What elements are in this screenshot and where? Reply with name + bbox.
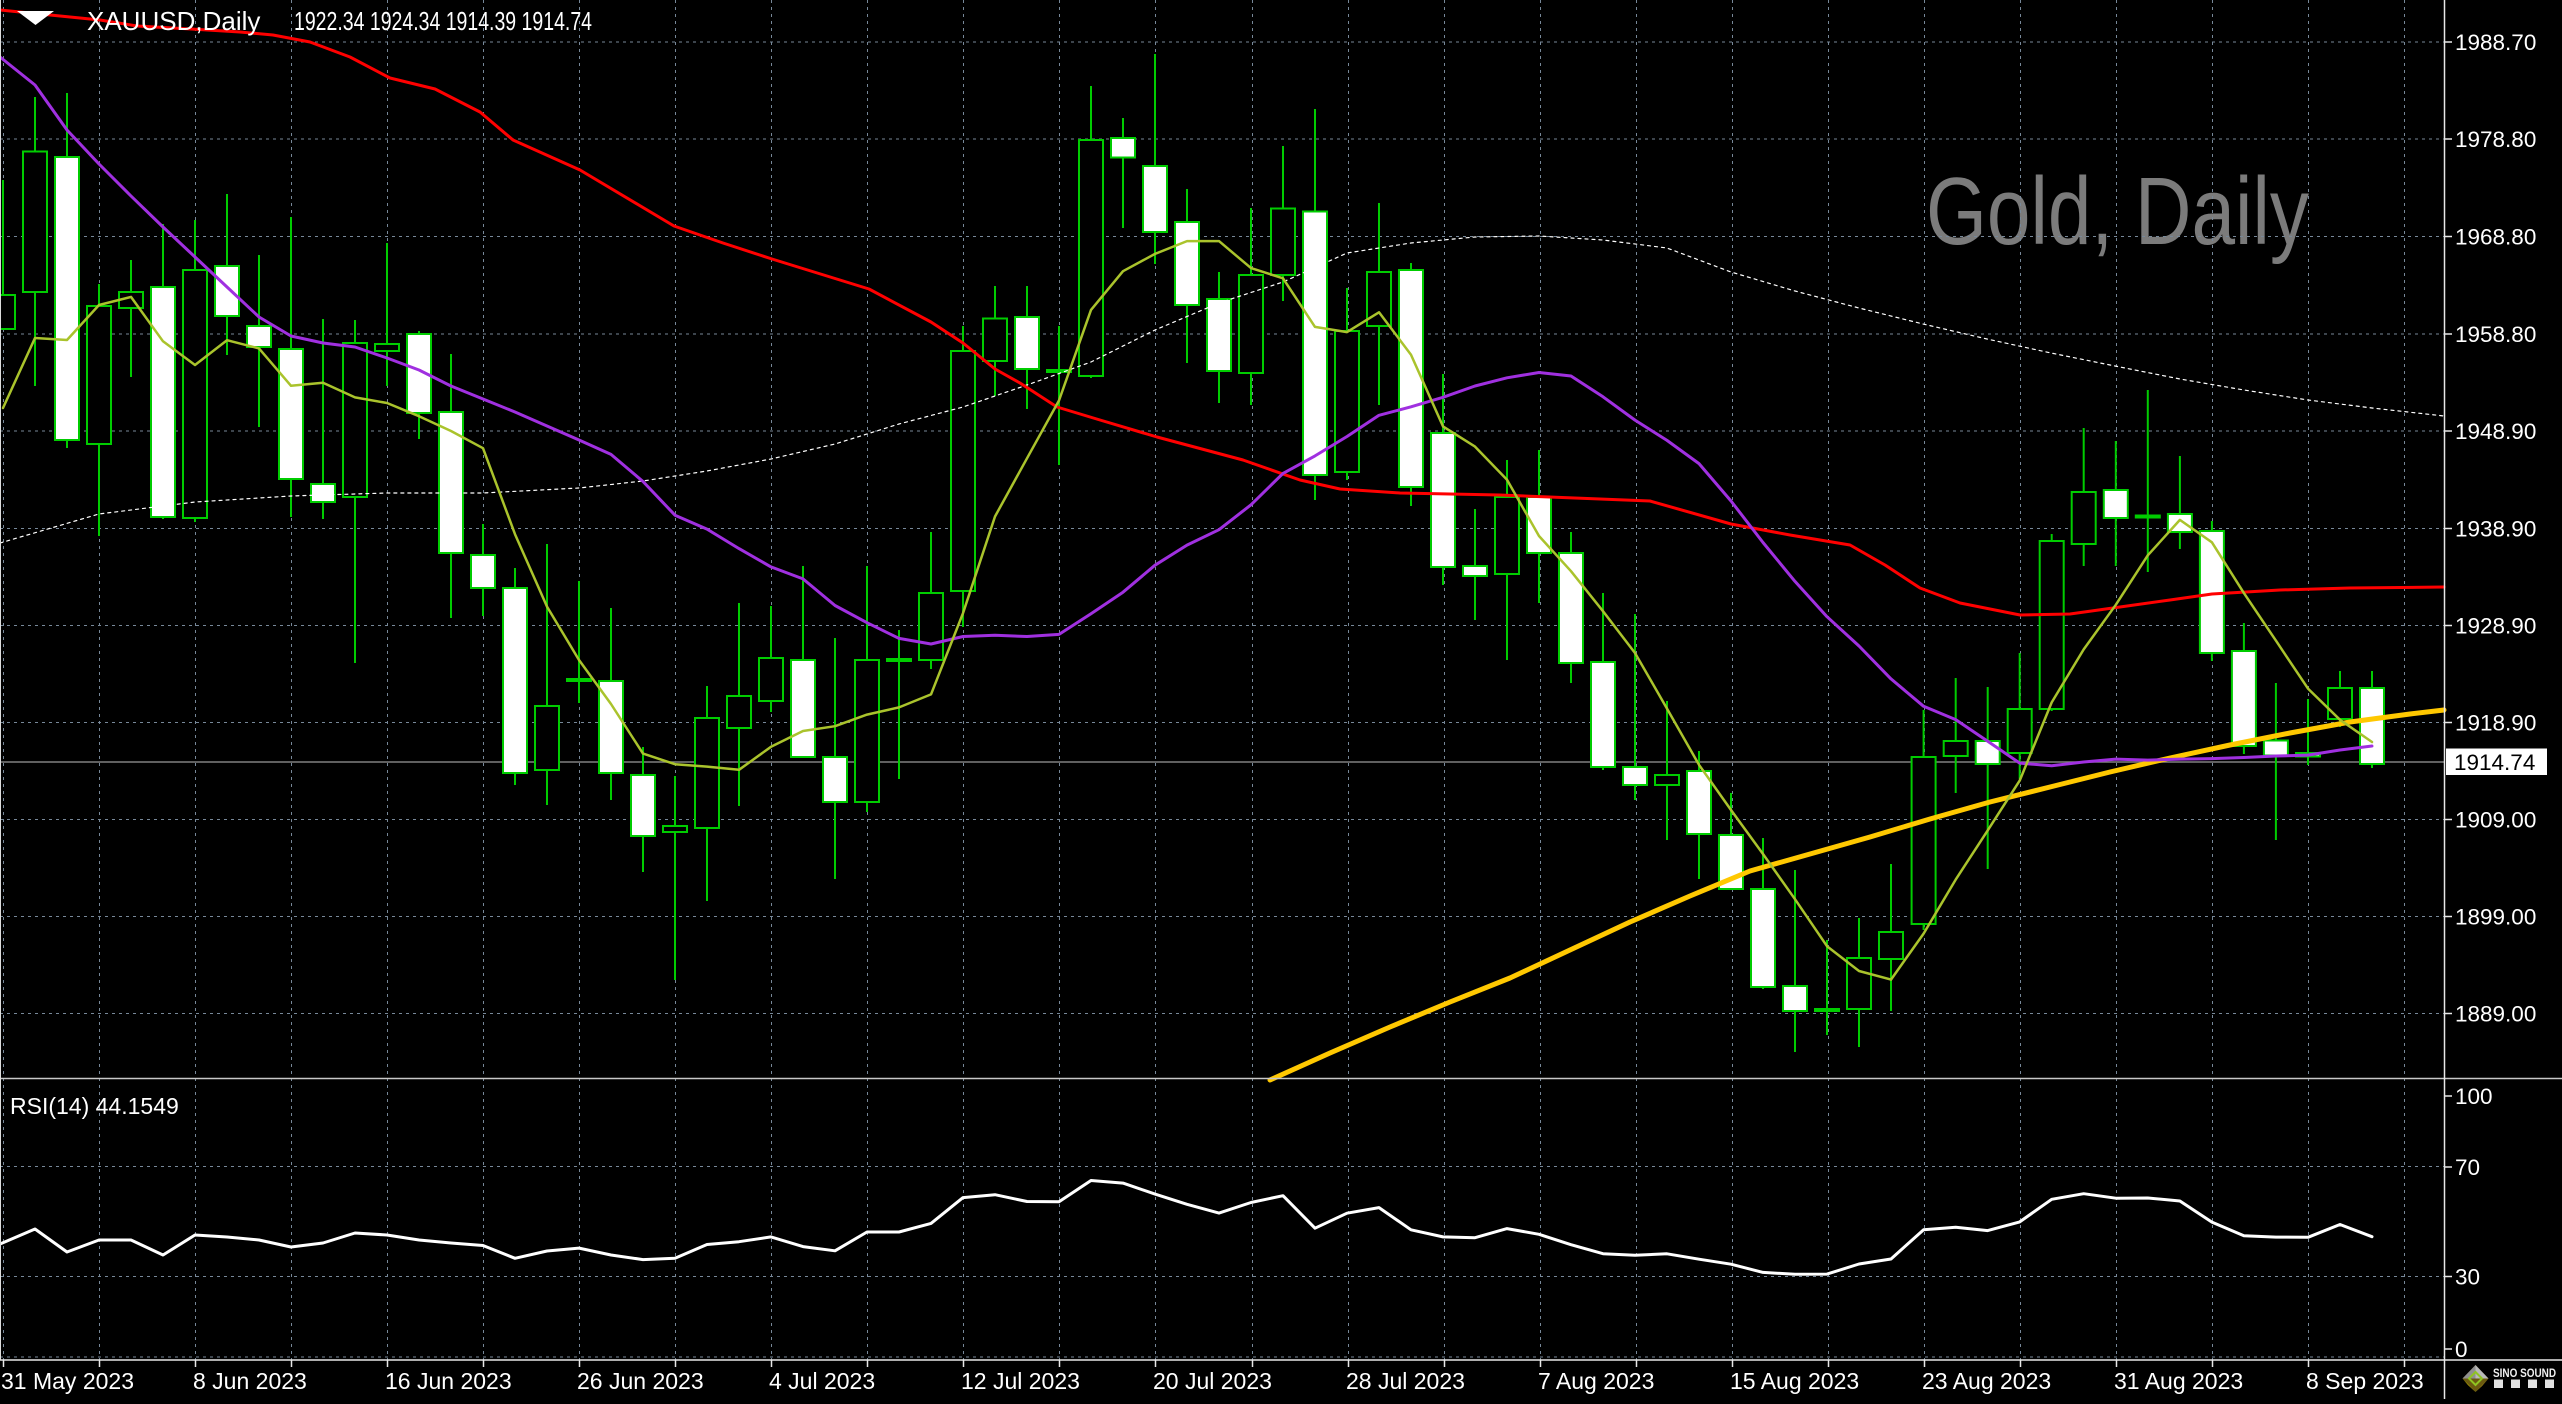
svg-text:16 Jun 2023: 16 Jun 2023 — [385, 1368, 512, 1394]
svg-text:8 Sep 2023: 8 Sep 2023 — [2306, 1368, 2424, 1394]
svg-text:12 Jul 2023: 12 Jul 2023 — [961, 1368, 1080, 1394]
svg-text:1914.74: 1914.74 — [2454, 750, 2535, 775]
svg-text:1958.80: 1958.80 — [2455, 322, 2536, 347]
svg-text:31 May 2023: 31 May 2023 — [1, 1368, 134, 1394]
svg-text:4 Jul 2023: 4 Jul 2023 — [769, 1368, 875, 1394]
svg-text:RSI(14) 44.1549: RSI(14) 44.1549 — [10, 1093, 179, 1119]
svg-text:Gold, Daily: Gold, Daily — [1926, 158, 2309, 265]
svg-text:1909.00: 1909.00 — [2455, 808, 2536, 833]
svg-text:1978.80: 1978.80 — [2455, 127, 2536, 152]
svg-text:1938.90: 1938.90 — [2455, 517, 2536, 542]
svg-text:28 Jul 2023: 28 Jul 2023 — [1346, 1368, 1465, 1394]
svg-text:1928.90: 1928.90 — [2455, 614, 2536, 639]
svg-text:1968.80: 1968.80 — [2455, 225, 2536, 250]
svg-text:SINO SOUND: SINO SOUND — [2493, 1368, 2556, 1380]
svg-text:1889.00: 1889.00 — [2455, 1002, 2536, 1027]
svg-text:XAUUSD,Daily: XAUUSD,Daily — [87, 6, 260, 36]
svg-text:1948.90: 1948.90 — [2455, 419, 2536, 444]
svg-text:26 Jun 2023: 26 Jun 2023 — [577, 1368, 704, 1394]
svg-text:100: 100 — [2455, 1084, 2493, 1109]
svg-text:31 Aug 2023: 31 Aug 2023 — [2114, 1368, 2243, 1394]
svg-text:7 Aug 2023: 7 Aug 2023 — [1538, 1368, 1654, 1394]
svg-text:8 Jun 2023: 8 Jun 2023 — [193, 1368, 307, 1394]
svg-text:23 Aug 2023: 23 Aug 2023 — [1922, 1368, 2051, 1394]
svg-text:20 Jul 2023: 20 Jul 2023 — [1153, 1368, 1272, 1394]
svg-text:1899.00: 1899.00 — [2455, 905, 2536, 930]
svg-text:1918.90: 1918.90 — [2455, 711, 2536, 736]
svg-text:70: 70 — [2455, 1155, 2480, 1180]
svg-text:15 Aug 2023: 15 Aug 2023 — [1730, 1368, 1859, 1394]
svg-text:30: 30 — [2455, 1265, 2480, 1290]
svg-text:1922.34 1924.34 1914.39 1914.7: 1922.34 1924.34 1914.39 1914.74 — [294, 6, 592, 36]
svg-text:0: 0 — [2455, 1337, 2468, 1362]
svg-text:1988.70: 1988.70 — [2455, 30, 2536, 55]
